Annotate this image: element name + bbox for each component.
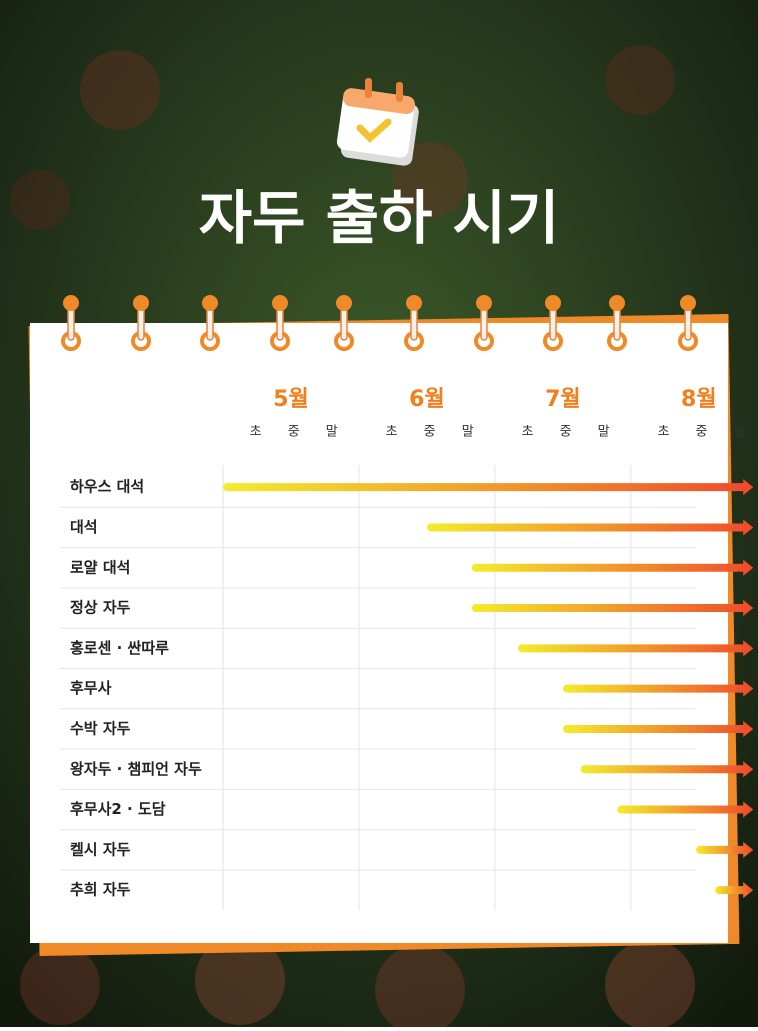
bar-group <box>617 801 754 818</box>
period-label: 말 <box>326 425 338 440</box>
x-tick-label: 7월 <box>545 387 581 412</box>
ring-top <box>272 295 288 311</box>
period-label: 중 <box>288 425 300 440</box>
bar-group <box>580 761 754 778</box>
foliage <box>10 45 695 1031</box>
bar-group <box>223 479 754 496</box>
row-label: 켈시 자두 <box>70 840 131 858</box>
bar-group <box>715 882 754 899</box>
x-tick-label: 6월 <box>409 387 445 412</box>
ring-top <box>476 295 492 311</box>
bar-group <box>562 680 754 697</box>
row-label: 대석 <box>70 518 98 536</box>
calendar-icon <box>336 78 419 166</box>
bar <box>426 519 754 536</box>
period-label: 초 <box>522 425 534 440</box>
bar-group <box>471 559 754 576</box>
period-label: 말 <box>734 425 746 440</box>
bar <box>562 720 754 737</box>
row-label: 수박 자두 <box>70 719 131 737</box>
period-label: 중 <box>696 425 708 440</box>
row-label: 하우스 대석 <box>70 478 144 496</box>
period-label: 초 <box>386 425 398 440</box>
bar-group <box>426 519 754 536</box>
ring-top <box>680 295 696 311</box>
ring-top <box>133 295 149 311</box>
row-label: 로얄 대석 <box>70 558 130 576</box>
ring-top <box>63 295 79 311</box>
bar <box>518 640 754 657</box>
x-tick-label: 5월 <box>273 387 309 412</box>
bar-group <box>696 841 754 858</box>
row-label: 후무사 <box>70 679 112 697</box>
ring-top <box>609 295 625 311</box>
period-label: 중 <box>424 425 436 440</box>
row-label: 홍로센 · 싼따루 <box>70 639 169 657</box>
rings <box>61 295 698 351</box>
period-label: 초 <box>250 425 262 440</box>
period-label: 말 <box>462 425 474 440</box>
row-label: 정상 자두 <box>70 599 131 617</box>
bar <box>562 680 754 697</box>
bar <box>580 761 754 778</box>
card <box>30 323 728 943</box>
bar <box>617 801 754 818</box>
ring-top <box>406 295 422 311</box>
period-label: 중 <box>560 425 572 440</box>
bar-group <box>471 600 754 617</box>
bar-group <box>518 640 754 657</box>
row-label: 추희 자두 <box>70 881 131 899</box>
row-label: 왕자두 · 챔피언 자두 <box>70 760 202 778</box>
bar-group <box>562 720 754 737</box>
bar <box>471 600 754 617</box>
ring-top <box>336 295 352 311</box>
ring-top <box>202 295 218 311</box>
chart-title: 자두 출하 시기 <box>199 184 560 252</box>
bar <box>715 882 754 899</box>
ring-top <box>545 295 561 311</box>
period-label: 말 <box>598 425 610 440</box>
x-tick-label: 8월 <box>681 387 717 412</box>
bar <box>696 841 754 858</box>
period-label: 초 <box>657 425 669 440</box>
row-label: 후무사2 · 도담 <box>70 800 166 818</box>
bar <box>471 559 754 576</box>
bar <box>223 479 754 496</box>
